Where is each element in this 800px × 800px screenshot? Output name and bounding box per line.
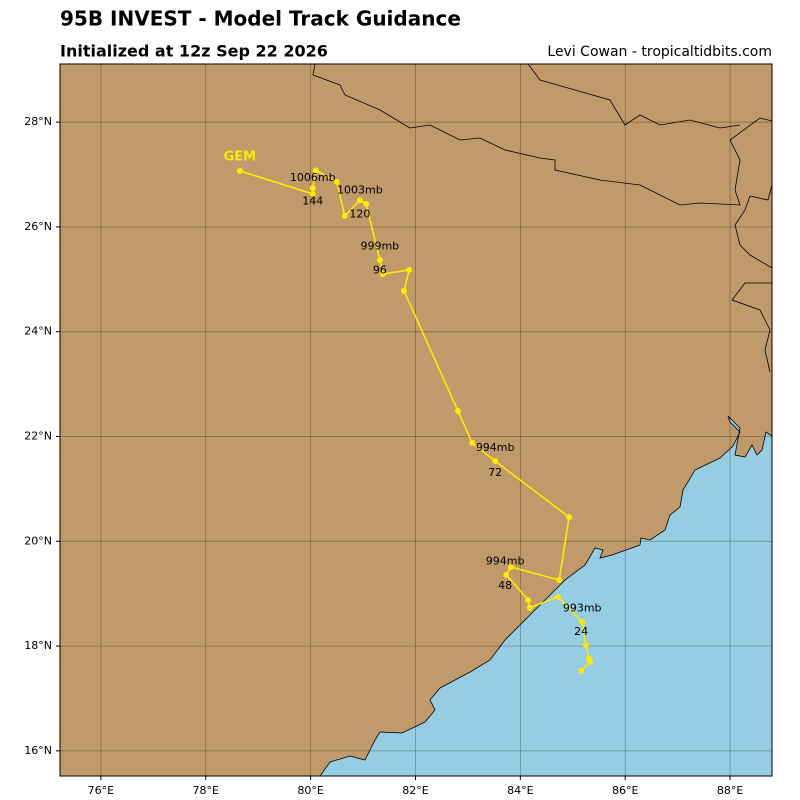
track-point	[363, 200, 370, 207]
track-point	[379, 271, 386, 278]
border	[312, 64, 772, 373]
subtitle: Initialized at 12z Sep 22 2026	[60, 42, 328, 61]
track-point	[503, 571, 510, 578]
track-point	[578, 667, 585, 674]
track: GEM 1006mb 144 1003mb 120 999mb 96 994mb 72 994mb…	[224, 149, 602, 674]
x-tick-label: 82°E	[402, 784, 428, 797]
track-point	[454, 407, 461, 414]
x-tick-label: 84°E	[507, 784, 533, 797]
y-tick-label: 24°N	[24, 325, 52, 338]
track-point	[309, 190, 316, 197]
track-point	[566, 514, 573, 521]
track-point	[333, 178, 340, 185]
track-point	[341, 212, 348, 219]
track-point	[555, 593, 562, 600]
grid	[60, 64, 772, 776]
annotation: 1006mb	[290, 171, 336, 184]
frame	[59, 63, 773, 777]
track-point	[556, 577, 563, 584]
track-point	[492, 458, 499, 465]
track-point	[525, 596, 532, 603]
ocean	[319, 415, 772, 776]
annotation: 72	[488, 466, 502, 479]
annotation: 999mb	[360, 239, 399, 252]
track-point	[469, 439, 476, 446]
annotation: 24	[574, 625, 588, 638]
track-point	[579, 618, 586, 625]
track-point	[406, 266, 413, 273]
annotation: 994mb	[486, 555, 525, 568]
y-tick-label: 20°N	[24, 534, 52, 547]
credit: Levi Cowan - tropicaltidbits.com	[547, 44, 772, 60]
y-tick-label: 26°N	[24, 220, 52, 233]
track-point	[507, 563, 514, 570]
annotation: 96	[373, 263, 387, 276]
x-tick-label: 88°E	[717, 784, 743, 797]
annotation: 144	[302, 194, 323, 207]
track-point	[356, 197, 363, 204]
x-tick-label: 78°E	[193, 784, 219, 797]
y-tick-label: 18°N	[24, 639, 52, 652]
x-tick-label: 86°E	[612, 784, 638, 797]
annotation: 120	[349, 207, 370, 220]
track-point	[586, 655, 593, 662]
track-point	[526, 604, 533, 611]
axes: 76°E 78°E 80°E 82°E 84°E 86°E 88°E 16°N 18°N 20°N…	[24, 115, 743, 797]
model-label: GEM	[224, 149, 257, 164]
track-point	[236, 167, 243, 174]
y-tick-label: 28°N	[24, 115, 52, 128]
title: 95B INVEST - Model Track Guidance	[60, 7, 461, 31]
annotation: 994mb	[476, 441, 515, 454]
annotation: 993mb	[563, 601, 602, 614]
track-point	[400, 287, 407, 294]
track-point	[582, 642, 589, 649]
track-point	[312, 167, 319, 174]
x-tick-label: 80°E	[297, 784, 323, 797]
track-point	[376, 256, 383, 263]
track-point	[309, 185, 316, 192]
annotation: 48	[498, 579, 512, 592]
x-tick-label: 76°E	[88, 784, 114, 797]
y-tick-label: 16°N	[24, 744, 52, 757]
annotation: 1003mb	[337, 183, 383, 196]
y-tick-label: 22°N	[24, 430, 52, 443]
map-area: GEM 1006mb 144 1003mb 120 999mb 96 994mb 72 994mb…	[60, 64, 772, 776]
